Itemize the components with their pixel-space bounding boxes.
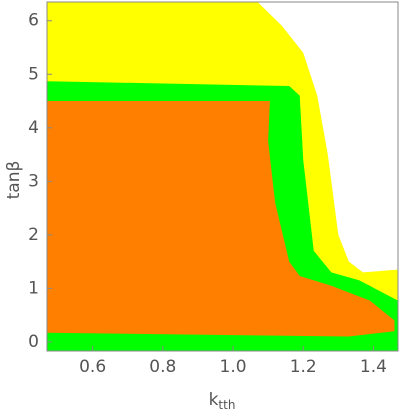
x-label-main: k xyxy=(209,390,219,410)
x-axis-label: ktth xyxy=(209,390,236,412)
y-tick-label: 3 xyxy=(28,171,39,191)
plot-area xyxy=(47,2,398,351)
y-tick-label: 0 xyxy=(28,332,39,352)
y-tick-label: 1 xyxy=(28,278,39,298)
x-label-sub: tth xyxy=(218,398,235,412)
y-axis-label: tanβ xyxy=(4,161,24,200)
x-tick-label: 1.0 xyxy=(220,357,247,377)
region xyxy=(47,101,395,337)
x-tick-label: 0.8 xyxy=(149,357,176,377)
y-tick-label: 6 xyxy=(28,11,39,31)
x-tick-label: 1.2 xyxy=(290,357,317,377)
y-tick-label: 2 xyxy=(28,225,39,245)
y-tick-label: 5 xyxy=(28,64,39,84)
plot-frame xyxy=(46,1,399,352)
x-tick-label: 1.4 xyxy=(360,357,387,377)
x-tick-label: 0.6 xyxy=(79,357,106,377)
y-tick-label: 4 xyxy=(28,118,39,138)
